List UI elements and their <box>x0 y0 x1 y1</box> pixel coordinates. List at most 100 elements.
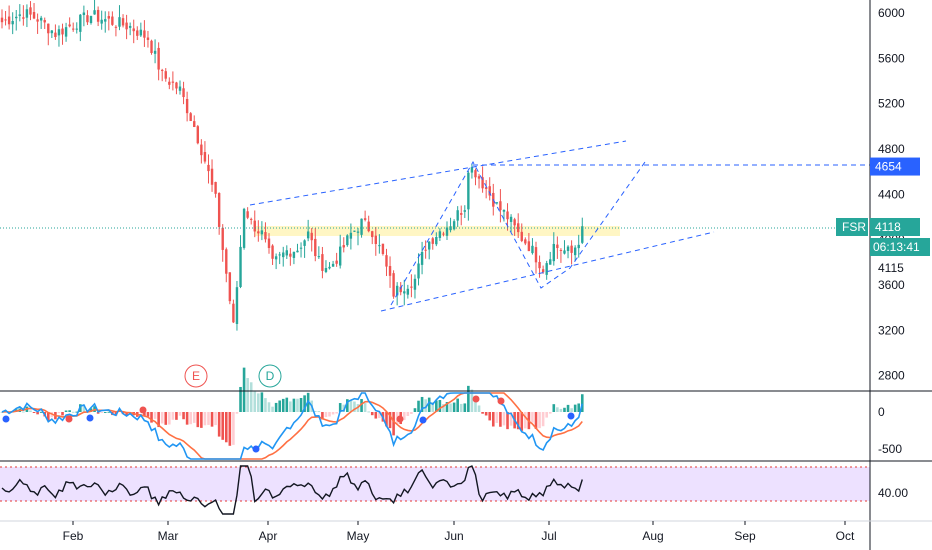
candle-body <box>445 227 449 236</box>
macd-cross-dot <box>567 412 575 420</box>
candle-body <box>509 216 513 222</box>
candle-body <box>32 12 36 19</box>
candle-body <box>228 272 232 302</box>
macd-histogram-bar <box>580 394 584 412</box>
candle-body <box>477 176 481 179</box>
candle-body <box>132 28 135 32</box>
candle-body <box>371 231 374 238</box>
macd-histogram-bar <box>420 396 424 412</box>
candle-body <box>534 247 538 263</box>
macd-histogram-bar <box>299 397 303 412</box>
candle-body <box>342 245 345 248</box>
candle-body <box>314 238 317 257</box>
macd-histogram-bar <box>214 412 217 426</box>
macd-histogram-bar <box>502 412 506 426</box>
candle-body <box>549 259 552 265</box>
level-price-label-bg <box>870 157 920 176</box>
macd-cross-dot <box>396 415 404 423</box>
macd-histogram-bar <box>506 412 509 430</box>
candle-body <box>185 98 189 114</box>
macd-histogram-bar <box>449 403 452 412</box>
price-tick-label: 4800 <box>878 142 905 156</box>
macd-histogram-bar <box>253 391 257 412</box>
macd-histogram-bar <box>338 403 342 412</box>
macd-histogram-bar <box>445 402 449 412</box>
macd-histogram-bar <box>246 378 249 412</box>
macd-histogram-bar <box>281 398 285 412</box>
channel-lower-line[interactable] <box>380 231 715 312</box>
candle-body <box>573 247 577 256</box>
candle-body <box>388 266 392 276</box>
candle-body <box>153 50 157 54</box>
macd-histogram-bar <box>385 412 388 427</box>
candle-body <box>161 69 164 71</box>
macd-histogram-bar <box>285 397 289 412</box>
candle-body <box>431 238 434 244</box>
candle-body <box>428 241 431 250</box>
macd-cross-dot <box>139 406 147 414</box>
candle-body <box>559 249 563 251</box>
candles-layer <box>0 0 584 331</box>
macd-histogram-bar <box>413 408 417 412</box>
candle-body <box>541 269 545 273</box>
macd-histogram-bar <box>175 412 178 420</box>
macd-histogram-bar <box>552 404 556 412</box>
candle-body <box>517 223 520 233</box>
macd-histogram-bar <box>100 412 103 413</box>
candle-body <box>538 261 541 269</box>
macd-histogram-bar <box>185 412 189 425</box>
macd-histogram-bar <box>292 398 296 412</box>
candle-body <box>403 291 406 294</box>
macd-histogram-bar <box>313 410 317 412</box>
macd-histogram-bar <box>424 399 427 412</box>
candle-body <box>435 236 438 245</box>
macd-histogram-bar <box>378 412 381 419</box>
event-marker-circle[interactable] <box>184 364 208 388</box>
macd-histogram-bar <box>545 412 548 418</box>
candle-body <box>100 19 103 24</box>
price-tick-label: 5600 <box>878 51 905 65</box>
macd-histogram-bar <box>410 412 413 414</box>
candle-body <box>36 19 39 22</box>
candle-body <box>274 256 278 260</box>
candle-body <box>50 30 54 34</box>
candle-body <box>203 152 207 162</box>
candle-body <box>242 208 246 248</box>
candle-body <box>524 239 527 244</box>
channel-upper-line[interactable] <box>249 140 627 206</box>
price-tick-label: 2800 <box>878 369 905 383</box>
pattern-zigzag[interactable] <box>390 160 646 306</box>
macd-histogram-bar <box>474 401 477 412</box>
candle-body <box>292 251 296 258</box>
event-marker-circle[interactable] <box>258 364 282 388</box>
candle-body <box>143 30 146 38</box>
macd-histogram-bar <box>463 403 467 412</box>
candle-body <box>488 186 491 196</box>
candle-body <box>43 20 46 23</box>
candle-body <box>257 231 260 234</box>
candle-body <box>499 201 502 211</box>
time-tick-label: Aug <box>642 529 663 543</box>
macd-histogram-bar <box>278 400 281 412</box>
candle-body <box>513 219 516 226</box>
macd-histogram-bar <box>442 404 445 412</box>
candle-body <box>271 245 274 259</box>
candle-body <box>278 254 281 256</box>
candle-body <box>79 14 82 32</box>
candle-body <box>385 255 388 267</box>
macd-histogram-bar <box>370 412 374 416</box>
macd-histogram-bar <box>570 408 573 412</box>
candle-body <box>360 218 363 235</box>
resistance-zone <box>255 226 620 236</box>
candle-body <box>260 230 264 235</box>
candle-body <box>335 260 338 264</box>
countdown-label: 06:13:41 <box>873 240 920 254</box>
candle-body <box>39 17 43 21</box>
candle-body <box>296 250 299 253</box>
macd-histogram-bar <box>531 412 534 423</box>
candle-body <box>484 187 488 189</box>
candle-body <box>118 17 121 27</box>
macd-histogram-bar <box>171 412 175 420</box>
candle-body <box>438 231 442 238</box>
candle-body <box>93 10 96 15</box>
